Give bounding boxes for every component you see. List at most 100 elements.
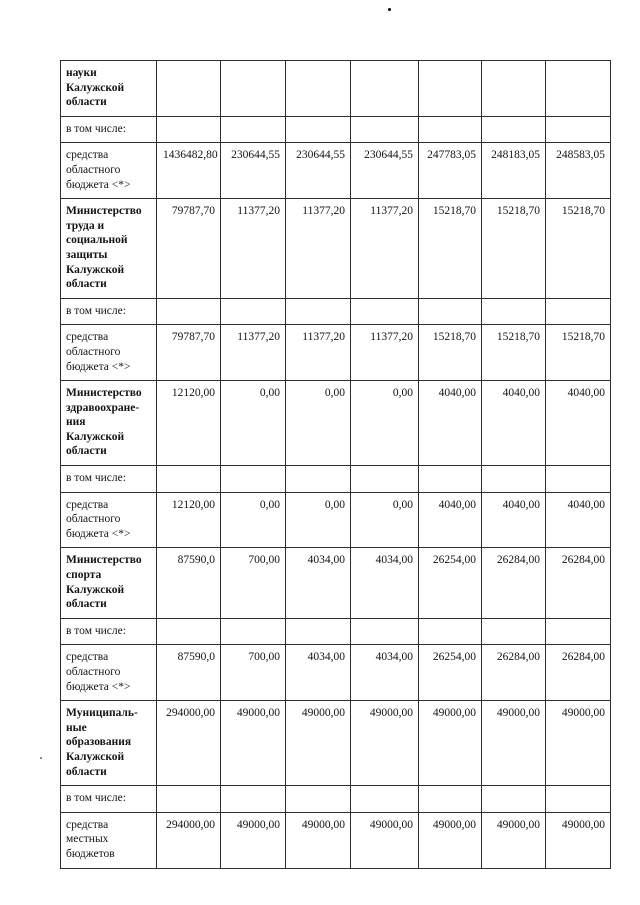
value-cell: 49000,00: [220, 700, 286, 787]
value-cell: 49000,00: [418, 811, 482, 869]
value-cell: 49000,00: [285, 700, 351, 787]
value-cell: 49000,00: [545, 811, 611, 869]
value-cell: 4034,00: [350, 644, 419, 702]
value-cell: 4040,00: [481, 380, 546, 467]
value-cell: [481, 60, 546, 117]
value-cell: [350, 297, 419, 326]
value-cell: [481, 297, 546, 326]
value-cell: 79787,70: [156, 198, 221, 299]
value-cell: 4034,00: [350, 547, 419, 619]
value-cell: 0,00: [285, 491, 351, 549]
value-cell: 49000,00: [350, 811, 419, 869]
value-cell: 11377,20: [350, 324, 419, 382]
value-cell: [220, 465, 286, 493]
value-cell: [481, 785, 546, 813]
value-cell: 49000,00: [285, 811, 351, 869]
row-label-cell: средства областного бюджета <*>: [60, 324, 157, 382]
value-cell: [285, 297, 351, 326]
table-row: в том числе:: [60, 785, 611, 813]
value-cell: [220, 115, 286, 144]
value-cell: 12120,00: [156, 380, 221, 467]
value-cell: [156, 785, 221, 813]
value-cell: 26254,00: [418, 644, 482, 702]
value-cell: 49000,00: [481, 700, 546, 787]
value-cell: 230644,55: [220, 142, 286, 200]
row-label-cell: в том числе:: [60, 115, 157, 144]
value-cell: 15218,70: [545, 198, 611, 299]
value-cell: [545, 297, 611, 326]
value-cell: [285, 115, 351, 144]
value-cell: [285, 465, 351, 493]
value-cell: 49000,00: [545, 700, 611, 787]
value-cell: 4034,00: [285, 547, 351, 619]
value-cell: [418, 115, 482, 144]
value-cell: 26284,00: [545, 644, 611, 702]
table-row: науки Калужской области: [60, 60, 611, 117]
value-cell: 4040,00: [545, 380, 611, 467]
value-cell: 294000,00: [156, 811, 221, 869]
value-cell: [350, 785, 419, 813]
value-cell: [481, 465, 546, 493]
value-cell: [285, 785, 351, 813]
value-cell: [418, 60, 482, 117]
value-cell: [156, 115, 221, 144]
row-label-cell: средства областного бюджета <*>: [60, 491, 157, 549]
table-row: средства областного бюджета <*> 87590,0 …: [60, 644, 611, 702]
row-label-cell: науки Калужской области: [60, 60, 157, 117]
value-cell: 49000,00: [350, 700, 419, 787]
value-cell: 700,00: [220, 644, 286, 702]
row-label-cell: в том числе:: [60, 297, 157, 326]
value-cell: [545, 115, 611, 144]
value-cell: [481, 115, 546, 144]
row-label-cell: Министерство здравоохране- ния Калужской…: [60, 380, 157, 467]
value-cell: 11377,20: [285, 198, 351, 299]
scan-artifact-speck: [40, 757, 42, 759]
value-cell: [156, 617, 221, 646]
table-row: Министерство труда и социальной защиты К…: [60, 198, 611, 299]
value-cell: [350, 115, 419, 144]
value-cell: 26284,00: [545, 547, 611, 619]
value-cell: 294000,00: [156, 700, 221, 787]
value-cell: 15218,70: [545, 324, 611, 382]
value-cell: 15218,70: [481, 324, 546, 382]
value-cell: 0,00: [350, 380, 419, 467]
value-cell: 79787,70: [156, 324, 221, 382]
value-cell: 0,00: [350, 491, 419, 549]
table-row: в том числе:: [60, 297, 611, 326]
value-cell: [350, 465, 419, 493]
value-cell: 4040,00: [418, 380, 482, 467]
value-cell: 0,00: [220, 380, 286, 467]
budget-table-body: науки Калужской области в том числе: сре…: [60, 60, 611, 869]
value-cell: 15218,70: [418, 198, 482, 299]
value-cell: [220, 60, 286, 117]
value-cell: 12120,00: [156, 491, 221, 549]
value-cell: [220, 617, 286, 646]
value-cell: [156, 465, 221, 493]
value-cell: 248583,05: [545, 142, 611, 200]
value-cell: [418, 617, 482, 646]
value-cell: [350, 617, 419, 646]
value-cell: 26254,00: [418, 547, 482, 619]
value-cell: 4040,00: [545, 491, 611, 549]
table-row: Министерство здравоохране- ния Калужской…: [60, 380, 611, 467]
value-cell: 4040,00: [481, 491, 546, 549]
value-cell: 247783,05: [418, 142, 482, 200]
value-cell: 49000,00: [220, 811, 286, 869]
value-cell: [481, 617, 546, 646]
table-row: Муниципаль- ные образования Калужской об…: [60, 700, 611, 787]
value-cell: 26284,00: [481, 547, 546, 619]
value-cell: 49000,00: [481, 811, 546, 869]
row-label-cell: Министерство спорта Калужской области: [60, 547, 157, 619]
table-row: в том числе:: [60, 465, 611, 493]
value-cell: 4034,00: [285, 644, 351, 702]
table-row: средства местных бюджетов 294000,00 4900…: [60, 811, 611, 869]
value-cell: 49000,00: [418, 700, 482, 787]
value-cell: [418, 785, 482, 813]
value-cell: [418, 297, 482, 326]
value-cell: [156, 60, 221, 117]
value-cell: [350, 60, 419, 117]
value-cell: 87590,0: [156, 547, 221, 619]
table-row: Министерство спорта Калужской области 87…: [60, 547, 611, 619]
row-label-cell: средства областного бюджета <*>: [60, 142, 157, 200]
